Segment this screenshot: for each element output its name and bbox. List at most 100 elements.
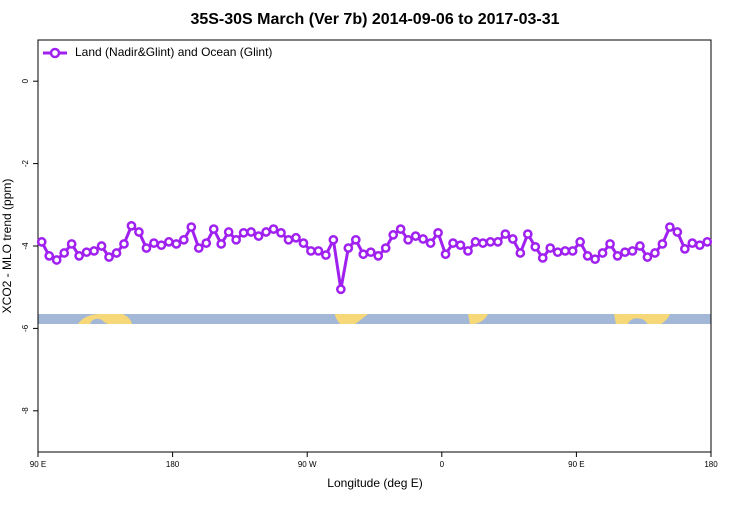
data-point: [455, 240, 466, 251]
data-point: [635, 241, 645, 251]
y-tick-label: -8: [21, 407, 30, 415]
data-point: [665, 222, 675, 232]
data-point: [343, 243, 354, 253]
data-point: [418, 234, 428, 244]
data-point: [186, 222, 197, 232]
data-point: [448, 238, 458, 248]
data-point: [515, 248, 526, 258]
data-point: [306, 246, 316, 256]
map-strip: [38, 314, 711, 324]
data-point: [51, 255, 62, 265]
data-point: [44, 251, 55, 261]
data-point: [276, 227, 286, 238]
data-point: [605, 239, 615, 249]
legend-marker: [49, 47, 61, 59]
x-tick-label: 90 E: [30, 460, 46, 469]
data-point: [141, 243, 152, 253]
data-point: [328, 234, 339, 245]
data-point: [216, 239, 227, 249]
data-point: [36, 237, 47, 247]
data-point: [597, 248, 608, 258]
data-point: [388, 230, 399, 240]
data-point: [373, 251, 384, 261]
data-point: [493, 237, 503, 247]
data-point: [89, 246, 99, 256]
data-point: [283, 234, 294, 245]
data-point: [590, 254, 600, 265]
data-point: [350, 234, 361, 245]
data-point: [321, 250, 331, 260]
data-point: [545, 243, 556, 253]
data-point: [178, 234, 189, 245]
data-point: [679, 244, 690, 254]
data-point: [485, 237, 496, 247]
data-point: [657, 239, 668, 249]
data-point: [111, 248, 122, 258]
x-tick-label: 90 W: [298, 460, 317, 469]
data-point: [702, 237, 713, 247]
data-point: [440, 249, 451, 260]
data-point: [253, 231, 264, 241]
data-point: [238, 227, 249, 238]
data-point: [507, 234, 518, 244]
data-point: [193, 243, 204, 253]
data-point: [104, 252, 114, 262]
data-point: [261, 227, 271, 237]
x-tick-label: 180: [166, 460, 180, 469]
data-point: [96, 241, 107, 251]
data-point: [268, 224, 279, 234]
data-point: [567, 246, 578, 256]
data-point: [208, 224, 219, 234]
data-point: [530, 241, 541, 252]
data-point: [694, 240, 705, 251]
data-point: [358, 249, 369, 260]
data-point: [313, 246, 324, 256]
data-point: [74, 251, 84, 261]
x-tick-label: 90 E: [568, 460, 584, 469]
y-tick-label: -2: [21, 159, 30, 167]
data-point: [291, 232, 301, 243]
data-point: [395, 224, 406, 234]
x-axis-label: Longitude (deg E): [327, 476, 422, 490]
data-point: [552, 247, 563, 258]
data-point: [66, 239, 77, 249]
data-point: [126, 220, 137, 231]
data-point: [500, 229, 511, 239]
data-point: [81, 247, 92, 258]
data-point: [134, 227, 144, 237]
data-point: [522, 229, 533, 239]
data-point: [575, 237, 585, 247]
data-point: [470, 237, 481, 247]
data-point: [171, 239, 182, 249]
y-tick-label: -4: [21, 242, 30, 250]
data-point: [223, 227, 234, 237]
data-point: [627, 246, 638, 256]
data-point: [537, 253, 548, 263]
data-point: [425, 238, 436, 248]
x-tick-label: 180: [704, 460, 718, 469]
data-point: [365, 247, 376, 258]
data-point: [650, 248, 660, 258]
data-point: [582, 251, 593, 261]
x-tick-label: 0: [440, 460, 445, 469]
data-point: [403, 234, 413, 245]
data-point: [620, 247, 630, 258]
data-point: [410, 231, 421, 241]
data-point: [149, 238, 159, 248]
data-point: [164, 237, 174, 247]
data-point: [336, 284, 346, 295]
data-point: [560, 246, 571, 256]
legend-label: Land (Nadir&Glint) and Ocean (Glint): [75, 45, 272, 59]
data-point: [201, 238, 212, 248]
data-point: [463, 246, 473, 256]
data-point: [672, 227, 683, 237]
data-point: [612, 251, 623, 261]
data-point: [59, 248, 70, 258]
data-point: [156, 240, 167, 251]
data-point: [478, 238, 488, 248]
data-point: [246, 227, 256, 237]
data-point: [119, 239, 129, 249]
data-point: [433, 227, 443, 238]
y-axis-label: XCO2 - MLO trend (ppm): [0, 179, 14, 314]
